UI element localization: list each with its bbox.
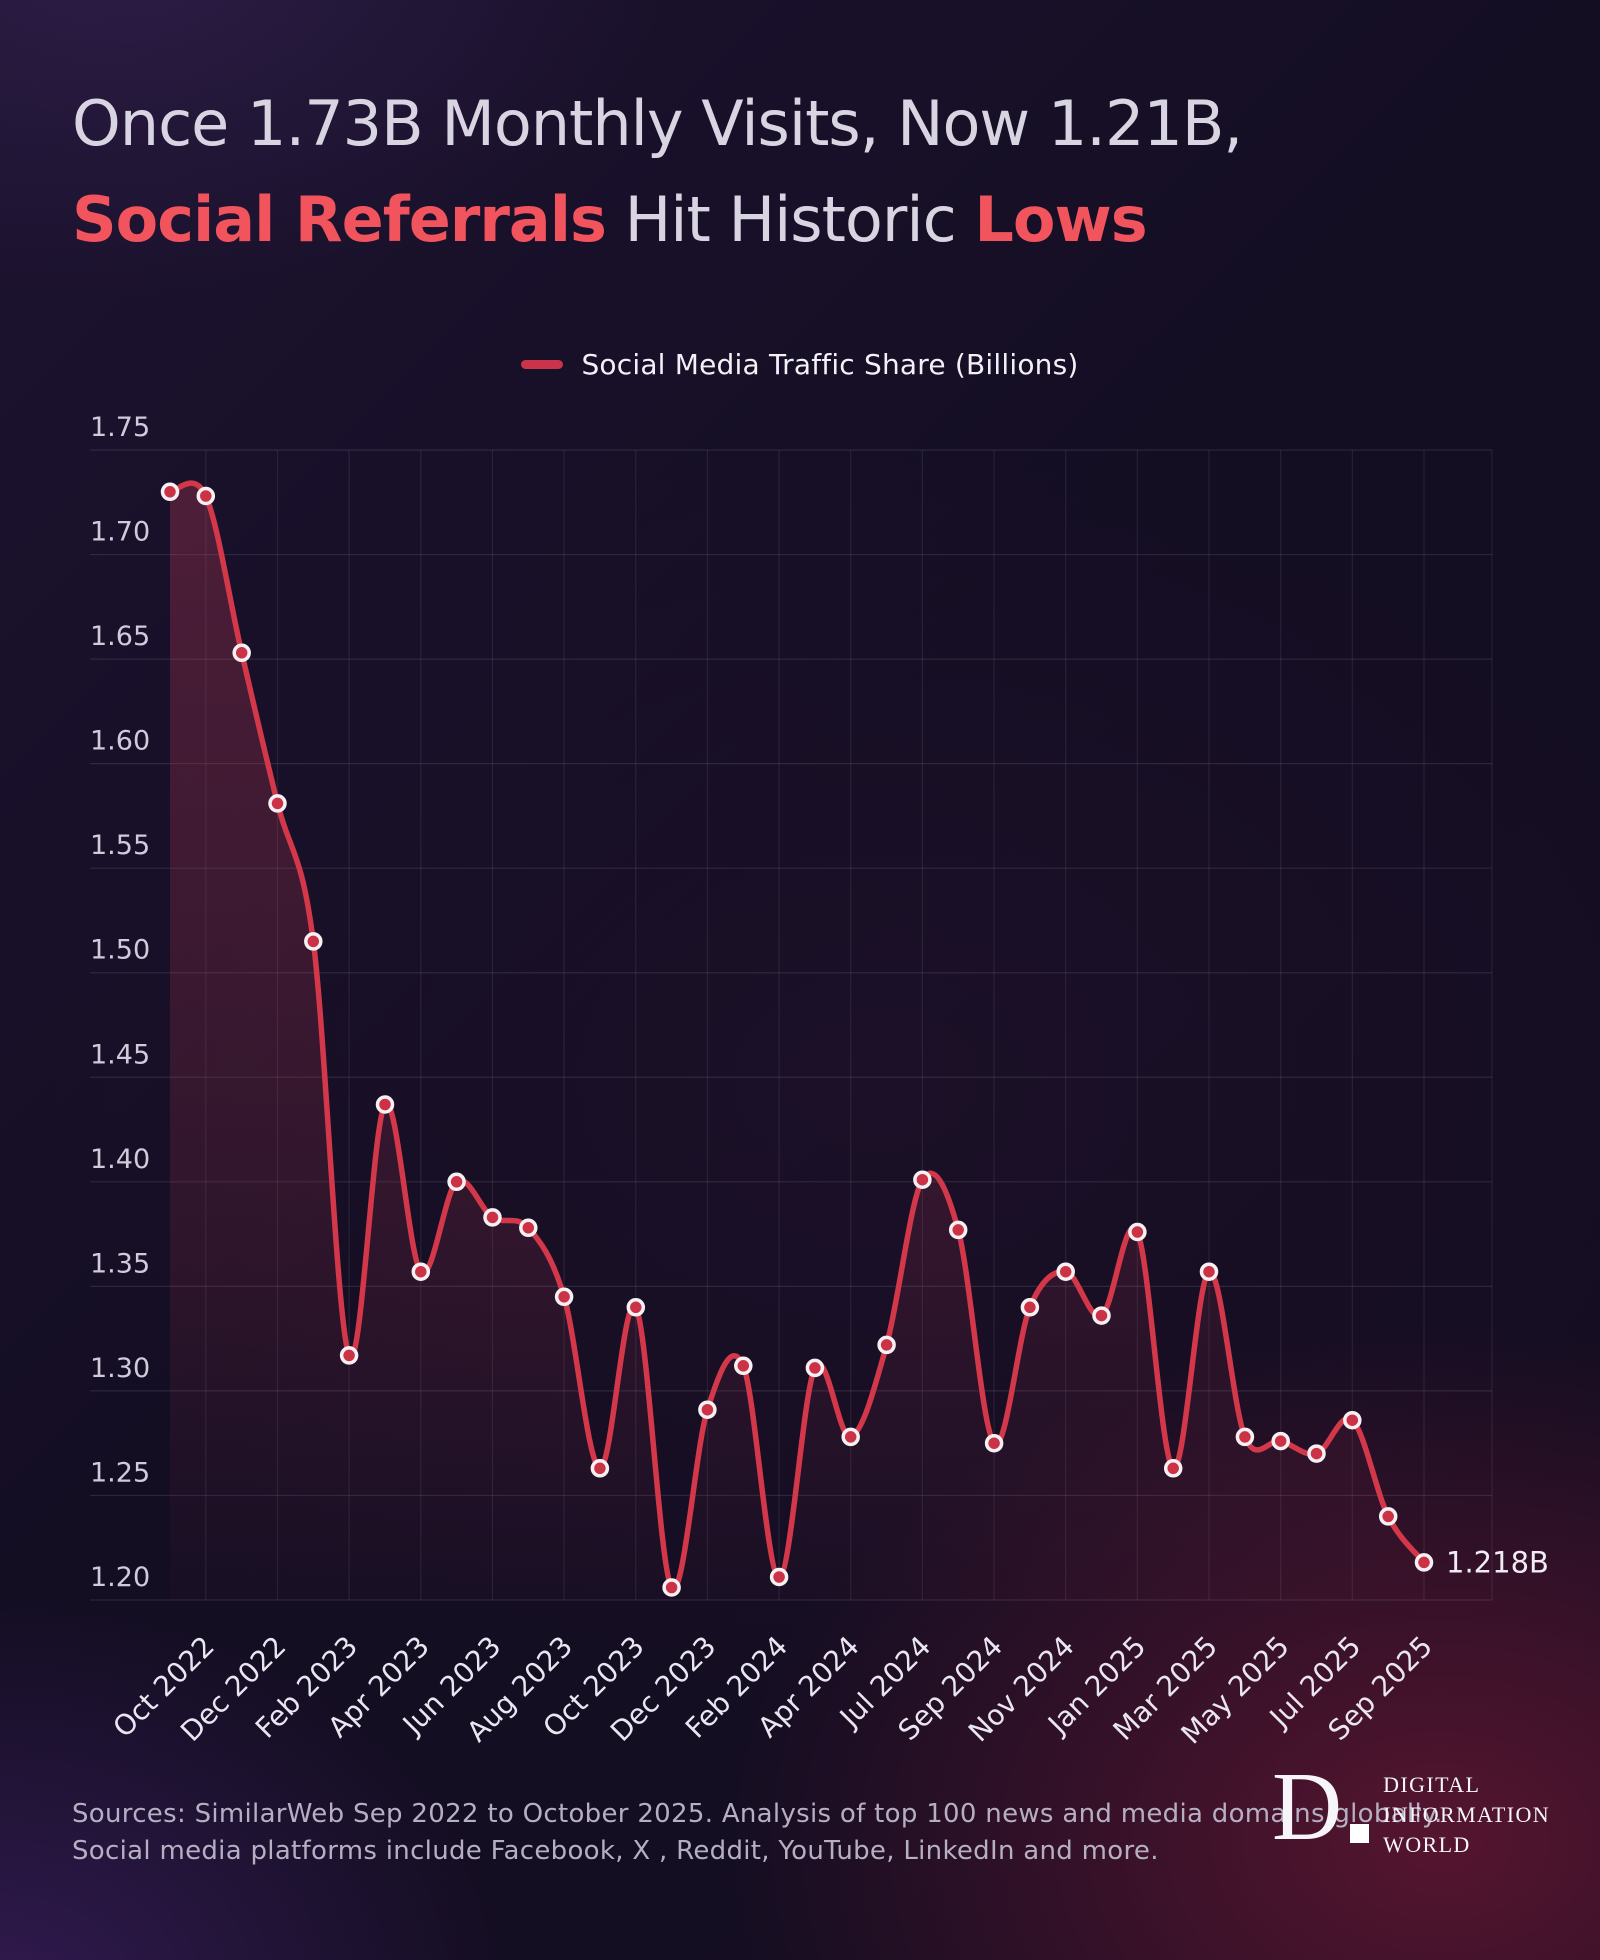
logo-wordmark: DIGITAL INFORMATION WORLD xyxy=(1383,1770,1550,1860)
data-point-dot xyxy=(160,482,180,502)
digital-information-world-logo: D DIGITAL INFORMATION WORLD xyxy=(1272,1753,1550,1860)
data-point-dot xyxy=(268,794,287,813)
source-line-2: Social media platforms include Facebook,… xyxy=(72,1836,1159,1866)
title-line-1: Once 1.73B Monthly Visits, Now 1.21B, xyxy=(72,87,1243,160)
data-point-dot xyxy=(1128,1222,1147,1242)
last-value-annotation: 1.218B xyxy=(1446,1545,1549,1579)
data-point-dot xyxy=(913,1170,932,1189)
chart-legend: Social Media Traffic Share (Billions) xyxy=(0,348,1600,381)
data-point-dot xyxy=(304,932,323,951)
legend-line-swatch-icon xyxy=(521,360,564,369)
data-point-dot xyxy=(1271,1431,1290,1451)
title-middle-text: Hit Historic xyxy=(605,183,975,256)
legend-label: Social Media Traffic Share (Billions) xyxy=(581,348,1079,381)
source-note: Sources: SimilarWeb Sep 2022 to October … xyxy=(72,1796,1443,1870)
logo-square-icon xyxy=(1350,1824,1370,1843)
data-point-dot xyxy=(626,1298,646,1317)
data-point-dot xyxy=(877,1335,896,1355)
data-point-dot xyxy=(1056,1262,1075,1281)
data-point-dot xyxy=(1092,1306,1111,1325)
logo-word-digital: DIGITAL xyxy=(1383,1772,1481,1797)
y-axis-tick-label: 1.70 xyxy=(90,517,150,548)
data-point-dot xyxy=(411,1262,431,1281)
data-point-dot xyxy=(1235,1427,1255,1447)
title-accent-social-referrals: Social Referrals xyxy=(72,183,607,256)
data-point-dot xyxy=(734,1356,753,1376)
page-title: Once 1.73B Monthly Visits, Now 1.21B, So… xyxy=(72,76,1532,268)
data-point-dot xyxy=(698,1400,717,1419)
data-point-dot xyxy=(590,1459,610,1478)
data-point-dot xyxy=(519,1218,538,1238)
data-point-dot xyxy=(1020,1298,1040,1317)
series-area-fill xyxy=(170,483,1424,1601)
data-point-dot xyxy=(1199,1262,1219,1281)
data-point-dot xyxy=(1307,1444,1326,1463)
y-axis-tick-label: 1.50 xyxy=(90,935,150,966)
data-point-dot xyxy=(769,1567,789,1587)
data-point-dot xyxy=(948,1220,968,1240)
logo-word-world: WORLD xyxy=(1383,1832,1471,1857)
data-point-dot xyxy=(984,1433,1004,1453)
source-line-1: Sources: SimilarWeb Sep 2022 to October … xyxy=(72,1799,1443,1829)
data-point-dot xyxy=(1378,1507,1398,1526)
title-accent-lows: Lows xyxy=(974,183,1147,256)
data-point-dot xyxy=(554,1287,574,1307)
data-point-dot xyxy=(662,1578,681,1597)
data-point-dot xyxy=(339,1346,359,1365)
title-line-2: Social Referrals Hit Historic Lows xyxy=(72,172,1532,268)
logo-d-mark: D xyxy=(1272,1753,1343,1860)
data-point-dot xyxy=(1414,1553,1434,1572)
series-line xyxy=(167,480,1427,1592)
data-point-dot xyxy=(447,1172,466,1192)
y-axis-tick-label: 1.55 xyxy=(90,830,150,861)
y-axis-tick-label: 1.45 xyxy=(90,1039,150,1070)
y-axis-tick-label: 1.30 xyxy=(90,1353,150,1384)
y-axis-tick-label: 1.35 xyxy=(90,1248,150,1279)
y-axis-tick-label: 1.60 xyxy=(90,726,150,757)
data-point-dot xyxy=(232,643,251,663)
y-axis-tick-label: 1.25 xyxy=(90,1457,150,1488)
data-point-dot xyxy=(375,1095,395,1114)
y-axis-tick-label: 1.40 xyxy=(90,1144,150,1175)
data-point-dot xyxy=(1343,1410,1362,1430)
y-axis-tick-label: 1.65 xyxy=(90,621,150,652)
data-point-dot xyxy=(1163,1459,1183,1478)
y-axis-tick-label: 1.20 xyxy=(90,1562,150,1593)
y-axis-tick-label: 1.75 xyxy=(90,412,150,443)
logo-word-information: INFORMATION xyxy=(1383,1802,1551,1827)
data-point-dot xyxy=(841,1427,860,1447)
data-point-dot xyxy=(805,1358,825,1378)
data-point-dot xyxy=(483,1208,502,1227)
data-point-dot xyxy=(196,486,216,506)
